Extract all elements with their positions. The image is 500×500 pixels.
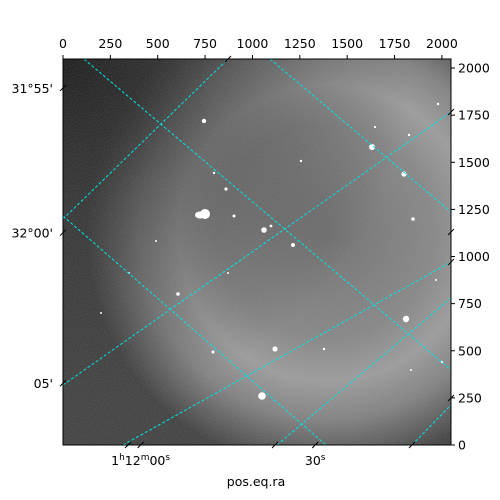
x-tick-label: 1500: [331, 36, 363, 51]
dec-tick-mark: [59, 379, 67, 387]
star-point: [201, 118, 207, 124]
star-point: [322, 347, 326, 351]
star-field: [100, 102, 444, 400]
dec-axis: 31°55' 32°00' 05': [12, 81, 455, 402]
star-point: [402, 315, 410, 323]
star-point: [227, 272, 229, 274]
grid-line: [63, 111, 451, 386]
dec-tick-mark: [59, 84, 67, 92]
star-point: [269, 224, 273, 228]
star-point: [299, 159, 303, 163]
star-point: [411, 217, 415, 221]
ra-tick-mark: [271, 441, 279, 449]
star-point: [212, 171, 216, 175]
ra-tick-mark: [124, 441, 132, 449]
dec-tick-label: 05': [34, 376, 53, 391]
star-point: [369, 144, 375, 150]
sky-image: [63, 59, 451, 445]
plot-frame: [62, 58, 452, 446]
ra-tick-mark: [224, 55, 232, 63]
ra-tick-mark: [408, 441, 416, 449]
x-tick-label: 0: [59, 36, 67, 51]
y-tick-label: 500: [458, 343, 482, 358]
star-point: [272, 346, 278, 352]
pixel-x-axis: 0 250 500 750 1000 1250 1500 1750 2000: [59, 36, 458, 59]
x-tick-label: 2000: [426, 36, 458, 51]
ra-tick-label: 1h12m00s: [111, 453, 170, 468]
dec-tick-mark: [447, 394, 455, 402]
star-point: [232, 214, 236, 218]
x-tick-label: 250: [98, 36, 122, 51]
y-tick-label: 2000: [458, 61, 490, 76]
grid-line: [63, 215, 327, 445]
star-point: [155, 240, 157, 242]
star-point: [436, 102, 440, 106]
y-tick-label: 1000: [458, 249, 490, 264]
x-tick-label: 500: [146, 36, 170, 51]
dec-tick-label: 31°55': [12, 81, 54, 96]
sky-noise: [63, 59, 451, 445]
star-point: [258, 392, 266, 400]
pixel-y-axis: 0 250 500 750 1000 1250 1500 1750 2000: [451, 61, 490, 453]
grid-line: [276, 297, 451, 445]
ra-tick-mark: [311, 441, 319, 449]
dec-tick-mark: [59, 229, 67, 237]
dec-tick-mark: [447, 108, 455, 116]
y-tick-label: 1500: [458, 155, 490, 170]
star-point: [407, 133, 411, 137]
star-point: [291, 243, 295, 247]
ra-axis: 1h12m00s 30s: [111, 55, 416, 468]
ra-tick-label: 30s: [305, 453, 326, 468]
dec-tick-mark: [447, 258, 455, 266]
y-tick-label: 0: [458, 438, 466, 453]
grid-line: [411, 404, 451, 445]
star-point: [211, 350, 215, 354]
star-point: [224, 187, 228, 191]
grid-line: [83, 59, 451, 371]
ra-axis-label: pos.eq.ra: [227, 474, 285, 489]
y-tick-label: 1250: [458, 202, 490, 217]
x-tick-label: 1750: [379, 36, 411, 51]
star-point: [435, 279, 437, 281]
grid-line: [63, 59, 229, 220]
star-point: [100, 312, 102, 314]
star-point: [195, 211, 205, 219]
grid-line: [122, 261, 451, 445]
star-point: [410, 369, 412, 371]
dec-tick-mark: [447, 228, 455, 236]
coordinate-grid: [63, 59, 451, 445]
y-tick-label: 750: [458, 296, 482, 311]
x-tick-label: 1000: [237, 36, 269, 51]
x-tick-label: 750: [193, 36, 217, 51]
y-tick-label: 1750: [458, 108, 490, 123]
grid-line: [269, 59, 451, 213]
y-tick-label: 250: [458, 390, 482, 405]
x-tick-label: 1250: [284, 36, 316, 51]
star-point: [440, 360, 444, 364]
dec-tick-label: 32°00': [12, 226, 54, 241]
star-point: [176, 292, 180, 296]
star-point: [261, 227, 267, 233]
star-point: [373, 125, 377, 129]
ra-tick-mark: [137, 441, 144, 449]
star-point: [401, 171, 407, 177]
